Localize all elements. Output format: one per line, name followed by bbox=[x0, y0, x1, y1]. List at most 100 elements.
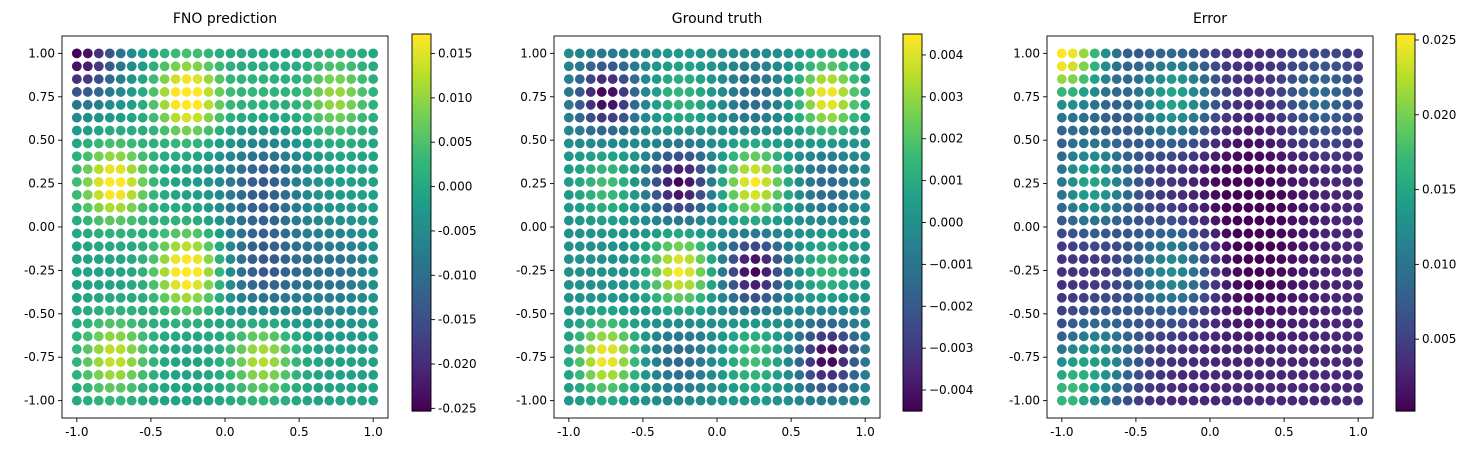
scatter-point bbox=[1265, 370, 1276, 380]
scatter-point bbox=[159, 99, 170, 110]
scatter-point bbox=[618, 151, 629, 162]
scatter-point bbox=[1111, 318, 1122, 329]
colorbar-segment bbox=[1396, 172, 1415, 176]
scatter-point bbox=[302, 357, 313, 367]
scatter-point bbox=[335, 318, 346, 329]
scatter-point bbox=[1133, 87, 1144, 97]
scatter-point bbox=[1144, 177, 1155, 187]
scatter-point bbox=[93, 48, 104, 59]
scatter-point bbox=[280, 164, 291, 175]
scatter-point bbox=[346, 228, 357, 239]
scatter-point bbox=[1243, 241, 1254, 252]
scatter-point bbox=[1089, 395, 1100, 406]
colorbar-segment bbox=[1396, 253, 1415, 258]
scatter-points bbox=[71, 48, 379, 406]
scatter-point bbox=[1166, 87, 1177, 97]
scatter-point bbox=[695, 112, 706, 123]
colorbar-segment bbox=[1396, 175, 1415, 180]
scatter-point bbox=[93, 357, 104, 367]
colorbar-segment bbox=[1396, 363, 1415, 368]
scatter-point bbox=[258, 74, 269, 84]
scatter-point bbox=[71, 370, 82, 380]
scatter-point bbox=[346, 125, 357, 136]
scatter-point bbox=[717, 254, 728, 265]
scatter-point bbox=[269, 331, 280, 342]
scatter-point bbox=[574, 357, 585, 367]
colorbar-segment bbox=[412, 96, 431, 101]
scatter-point bbox=[607, 87, 618, 97]
scatter-point bbox=[673, 228, 684, 239]
scatter-point bbox=[728, 370, 739, 380]
scatter-point bbox=[324, 318, 335, 329]
scatter-point bbox=[717, 189, 728, 200]
colorbar-segment bbox=[412, 407, 431, 412]
scatter-point bbox=[115, 202, 126, 213]
scatter-point bbox=[115, 279, 126, 290]
colorbar-segment bbox=[412, 332, 431, 337]
scatter-point bbox=[1144, 215, 1155, 226]
colorbar-segment bbox=[903, 96, 922, 101]
scatter-point bbox=[148, 177, 159, 187]
scatter-point bbox=[346, 177, 357, 187]
scatter-point bbox=[1243, 357, 1254, 367]
colorbar-segment bbox=[1396, 209, 1415, 214]
scatter-point bbox=[783, 138, 794, 149]
scatter-point bbox=[302, 241, 313, 252]
colorbar-segment bbox=[903, 140, 922, 145]
scatter-point bbox=[1111, 305, 1122, 316]
scatter-point bbox=[181, 48, 192, 59]
scatter-point bbox=[618, 254, 629, 265]
scatter-point bbox=[794, 254, 805, 265]
scatter-point bbox=[1089, 177, 1100, 187]
scatter-point bbox=[115, 151, 126, 162]
scatter-point bbox=[695, 202, 706, 213]
scatter-point bbox=[860, 164, 871, 175]
scatter-point bbox=[673, 99, 684, 110]
colorbar-segment bbox=[903, 304, 922, 308]
scatter-point bbox=[728, 138, 739, 149]
scatter-point bbox=[596, 112, 607, 123]
scatter-point bbox=[1232, 164, 1243, 175]
scatter-point bbox=[1265, 48, 1276, 59]
scatter-point bbox=[838, 138, 849, 149]
scatter-point bbox=[357, 382, 368, 393]
colorbar-segment bbox=[903, 338, 922, 343]
scatter-point bbox=[247, 292, 258, 303]
scatter-point bbox=[596, 370, 607, 380]
colorbar-segment bbox=[412, 275, 431, 280]
scatter-point bbox=[159, 241, 170, 252]
scatter-point bbox=[1276, 215, 1287, 226]
scatter-point bbox=[640, 99, 651, 110]
scatter-point bbox=[346, 305, 357, 316]
colorbar-segment bbox=[903, 231, 922, 236]
scatter-point bbox=[368, 87, 379, 97]
scatter-point bbox=[728, 344, 739, 355]
scatter-point bbox=[1166, 382, 1177, 393]
scatter-point bbox=[662, 177, 673, 187]
scatter-point bbox=[1210, 382, 1221, 393]
scatter-point bbox=[585, 74, 596, 84]
colorbar-segment bbox=[903, 181, 922, 186]
scatter-point bbox=[159, 151, 170, 162]
scatter-point bbox=[827, 87, 838, 97]
colorbar-segment bbox=[1396, 81, 1415, 85]
scatter-point bbox=[1177, 228, 1188, 239]
scatter-point bbox=[596, 254, 607, 265]
scatter-point bbox=[706, 125, 717, 136]
scatter-point bbox=[1243, 382, 1254, 393]
scatter-point bbox=[640, 292, 651, 303]
scatter-point bbox=[816, 267, 827, 277]
scatter-point bbox=[1111, 228, 1122, 239]
colorbar-segment bbox=[903, 59, 922, 63]
scatter-point bbox=[596, 61, 607, 72]
scatter-point bbox=[772, 138, 783, 149]
scatter-point bbox=[618, 267, 629, 277]
scatter-point bbox=[662, 61, 673, 72]
scatter-point bbox=[574, 61, 585, 72]
scatter-point bbox=[82, 87, 93, 97]
scatter-point bbox=[115, 241, 126, 252]
scatter-point bbox=[203, 48, 214, 59]
y-tick-label: 0.50 bbox=[28, 133, 55, 147]
scatter-point bbox=[247, 61, 258, 72]
scatter-point bbox=[563, 164, 574, 175]
